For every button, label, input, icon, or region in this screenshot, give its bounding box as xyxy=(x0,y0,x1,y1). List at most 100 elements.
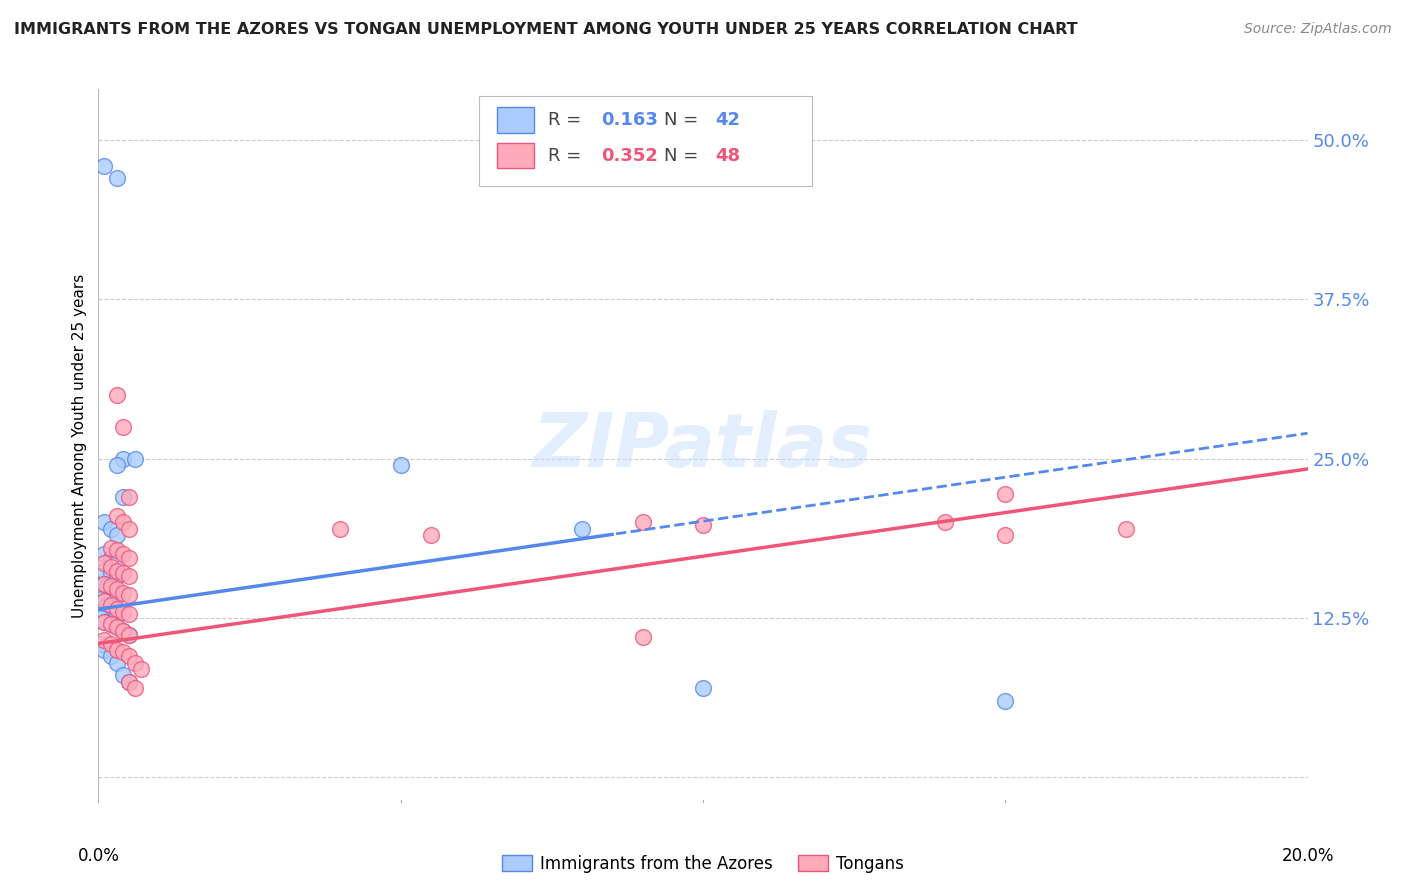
Point xyxy=(118,588,141,602)
Point xyxy=(93,516,115,530)
Point xyxy=(124,451,146,466)
Point xyxy=(105,528,128,542)
Point xyxy=(105,564,128,578)
Point xyxy=(100,522,122,536)
Point xyxy=(100,599,122,613)
Text: IMMIGRANTS FROM THE AZORES VS TONGAN UNEMPLOYMENT AMONG YOUTH UNDER 25 YEARS COR: IMMIGRANTS FROM THE AZORES VS TONGAN UNE… xyxy=(14,22,1077,37)
Point xyxy=(93,159,115,173)
Point xyxy=(111,624,134,638)
Point xyxy=(93,615,115,629)
Point xyxy=(571,522,593,536)
Point xyxy=(692,681,714,695)
Point xyxy=(96,599,118,613)
Y-axis label: Unemployment Among Youth under 25 years: Unemployment Among Youth under 25 years xyxy=(72,274,87,618)
Point xyxy=(692,518,714,533)
Point xyxy=(93,576,115,591)
Point xyxy=(100,602,122,616)
Point xyxy=(93,594,115,608)
Point xyxy=(90,611,112,625)
Point xyxy=(111,668,134,682)
Point xyxy=(105,620,128,634)
Point xyxy=(100,649,122,664)
Point xyxy=(103,605,125,619)
Point xyxy=(93,576,115,591)
Point xyxy=(631,630,654,644)
Point xyxy=(111,420,134,434)
Text: Source: ZipAtlas.com: Source: ZipAtlas.com xyxy=(1244,22,1392,37)
Text: 0.0%: 0.0% xyxy=(77,847,120,865)
Point xyxy=(93,615,115,629)
Point xyxy=(105,643,128,657)
Point xyxy=(111,516,134,530)
Point xyxy=(111,490,134,504)
Point xyxy=(118,522,141,536)
Point xyxy=(105,620,128,634)
Point xyxy=(994,694,1017,708)
Point xyxy=(118,490,141,504)
Point xyxy=(100,582,122,596)
Point xyxy=(103,585,125,599)
Text: 0.163: 0.163 xyxy=(602,111,658,128)
Point xyxy=(1115,522,1137,536)
Text: 42: 42 xyxy=(716,111,740,128)
Point xyxy=(111,547,134,561)
Point xyxy=(105,607,128,622)
Point xyxy=(100,551,122,566)
Point xyxy=(118,607,141,622)
Point xyxy=(100,560,122,574)
Point xyxy=(118,551,141,566)
Point xyxy=(118,627,141,641)
Point xyxy=(118,674,141,689)
Point xyxy=(124,681,146,695)
Point xyxy=(93,643,115,657)
Point xyxy=(111,566,134,581)
Point xyxy=(105,171,128,186)
Point xyxy=(105,543,128,558)
Point xyxy=(124,656,146,670)
Point xyxy=(105,556,128,570)
Point xyxy=(934,516,956,530)
Point xyxy=(105,509,128,524)
Point xyxy=(100,617,122,632)
Text: 48: 48 xyxy=(716,146,740,164)
Point xyxy=(90,591,112,606)
Point xyxy=(105,569,128,583)
Point xyxy=(389,458,412,472)
Point xyxy=(329,522,352,536)
Point xyxy=(105,582,128,596)
Text: N =: N = xyxy=(664,146,704,164)
Point xyxy=(111,624,134,638)
Point xyxy=(96,579,118,593)
Point xyxy=(111,605,134,619)
Point xyxy=(100,636,122,650)
Text: N =: N = xyxy=(664,111,704,128)
Point xyxy=(93,632,115,647)
Point xyxy=(118,649,141,664)
FancyBboxPatch shape xyxy=(479,96,811,186)
Point xyxy=(631,516,654,530)
Point xyxy=(129,662,152,676)
FancyBboxPatch shape xyxy=(498,143,534,169)
Point xyxy=(93,556,115,570)
Text: R =: R = xyxy=(548,146,588,164)
Point xyxy=(118,674,141,689)
Point xyxy=(420,528,443,542)
Point xyxy=(100,541,122,555)
Text: ZIPatlas: ZIPatlas xyxy=(533,409,873,483)
Point xyxy=(118,627,141,641)
Point xyxy=(105,388,128,402)
Point xyxy=(105,458,128,472)
Legend: Immigrants from the Azores, Tongans: Immigrants from the Azores, Tongans xyxy=(495,848,911,880)
Text: R =: R = xyxy=(548,111,588,128)
Point xyxy=(111,451,134,466)
Point xyxy=(93,564,115,578)
Point xyxy=(994,528,1017,542)
Point xyxy=(105,602,128,616)
Point xyxy=(105,588,128,602)
Point xyxy=(111,585,134,599)
Point xyxy=(105,656,128,670)
Point xyxy=(93,547,115,561)
Point xyxy=(90,636,112,650)
Point xyxy=(100,617,122,632)
Text: 20.0%: 20.0% xyxy=(1281,847,1334,865)
